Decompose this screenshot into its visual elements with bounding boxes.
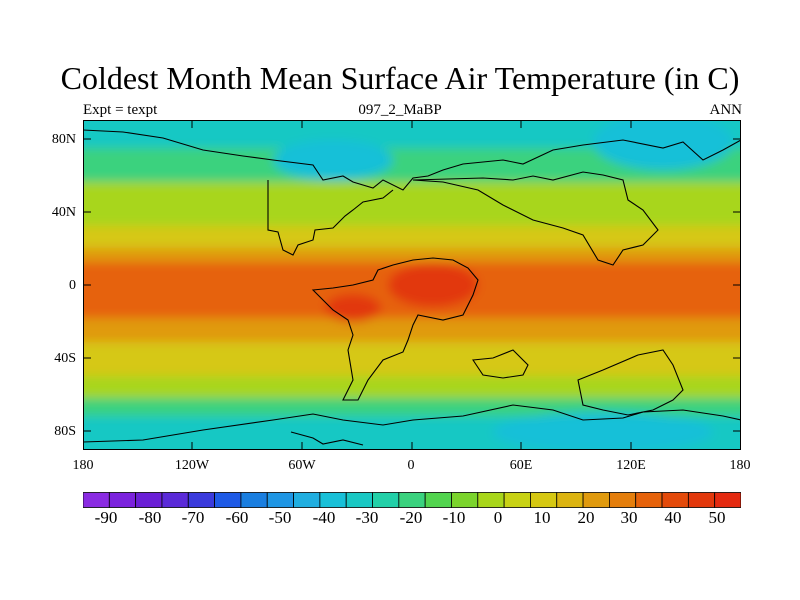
colorbar-box bbox=[345, 492, 373, 508]
colorbar-label-minus20: -20 bbox=[399, 508, 423, 527]
colorbar-box bbox=[530, 492, 558, 508]
colorbar-box bbox=[635, 492, 663, 508]
lon-label-60e: 60E bbox=[509, 458, 533, 473]
colorbar-label-minus30: -30 bbox=[355, 508, 379, 527]
lat-label-40s: 40S bbox=[54, 351, 76, 366]
colorbar-box bbox=[582, 492, 610, 508]
colorbar-box bbox=[451, 492, 479, 508]
lon-label-60w: 60W bbox=[288, 458, 316, 473]
coastline-small-islands bbox=[290, 431, 364, 446]
lon-label-120w: 120W bbox=[174, 458, 210, 473]
lat-label-80s: 80S bbox=[54, 424, 76, 439]
colorbar-label-minus90: -90 bbox=[94, 508, 118, 527]
coastline-central-continent bbox=[311, 257, 479, 401]
colorbar-box bbox=[609, 492, 637, 508]
hot-patch-continent bbox=[388, 263, 478, 307]
colorbar-label-20: 20 bbox=[577, 508, 595, 527]
colorbar-box bbox=[187, 492, 215, 508]
colorbar-label-0: 0 bbox=[493, 508, 503, 527]
colorbar-box bbox=[319, 492, 347, 508]
colorbar-box bbox=[266, 492, 294, 508]
colorbar-label-30: 30 bbox=[620, 508, 638, 527]
season-label: ANN bbox=[709, 102, 743, 118]
colorbar-label-40: 40 bbox=[664, 508, 682, 527]
lon-label-120e: 120E bbox=[616, 458, 646, 473]
hot-patch-west bbox=[325, 294, 381, 322]
colorbar-box bbox=[714, 492, 741, 508]
colorbar-label-minus50: -50 bbox=[268, 508, 292, 527]
lat-label-80n: 80N bbox=[51, 132, 76, 147]
colorbar-box bbox=[661, 492, 689, 508]
coastline-antarctic bbox=[83, 404, 741, 443]
colorbar-box bbox=[424, 492, 452, 508]
colorbar-label-minus60: -60 bbox=[225, 508, 249, 527]
colorbar-box bbox=[135, 492, 163, 508]
cold-patch-north bbox=[593, 120, 733, 170]
colorbar-label-minus40: -40 bbox=[312, 508, 336, 527]
colorbar-label-minus70: -70 bbox=[181, 508, 205, 527]
colorbar-box bbox=[556, 492, 584, 508]
case-label: 097_2_MaBP bbox=[358, 102, 442, 118]
lon-label-180w: 180 bbox=[72, 458, 94, 473]
colorbar-box bbox=[503, 492, 531, 508]
colorbar-label-minus80: -80 bbox=[138, 508, 162, 527]
temperature-map bbox=[83, 120, 741, 450]
colorbar-box bbox=[398, 492, 426, 508]
colorbar-box bbox=[161, 492, 189, 508]
cold-patch-south bbox=[493, 412, 713, 450]
map-title: Coldest Month Mean Surface Air Temperatu… bbox=[60, 60, 740, 96]
colorbar-box bbox=[83, 492, 110, 508]
lat-label-eq: 0 bbox=[69, 278, 76, 293]
colorbar-box bbox=[293, 492, 321, 508]
map-ticks bbox=[83, 120, 741, 450]
colorbar-box bbox=[108, 492, 137, 508]
lon-label-0: 0 bbox=[407, 458, 415, 473]
band-north-mid bbox=[83, 182, 741, 232]
coastline-northeast-continent bbox=[412, 171, 659, 266]
colorbar bbox=[83, 492, 741, 508]
colorbar-label-50: 50 bbox=[708, 508, 726, 527]
colorbar-box bbox=[372, 492, 400, 508]
lon-label-180e: 180 bbox=[729, 458, 751, 473]
colorbar-box bbox=[214, 492, 242, 508]
coastline-south-continent bbox=[577, 349, 684, 416]
colorbar-box bbox=[240, 492, 268, 508]
colorbar-label-10: 10 bbox=[533, 508, 551, 527]
colorbar-box bbox=[687, 492, 716, 508]
coastline-south-island bbox=[472, 349, 529, 379]
coastline-north-polar bbox=[83, 129, 741, 191]
band-south-subtrop bbox=[83, 342, 741, 382]
lat-label-40n: 40N bbox=[51, 205, 76, 220]
coastline-west-continent bbox=[267, 180, 394, 256]
colorbar-label-minus10: -10 bbox=[442, 508, 466, 527]
cold-patch-northcentral bbox=[273, 140, 393, 180]
colorbar-box bbox=[477, 492, 505, 508]
experiment-label: Expt = texpt bbox=[83, 102, 158, 118]
